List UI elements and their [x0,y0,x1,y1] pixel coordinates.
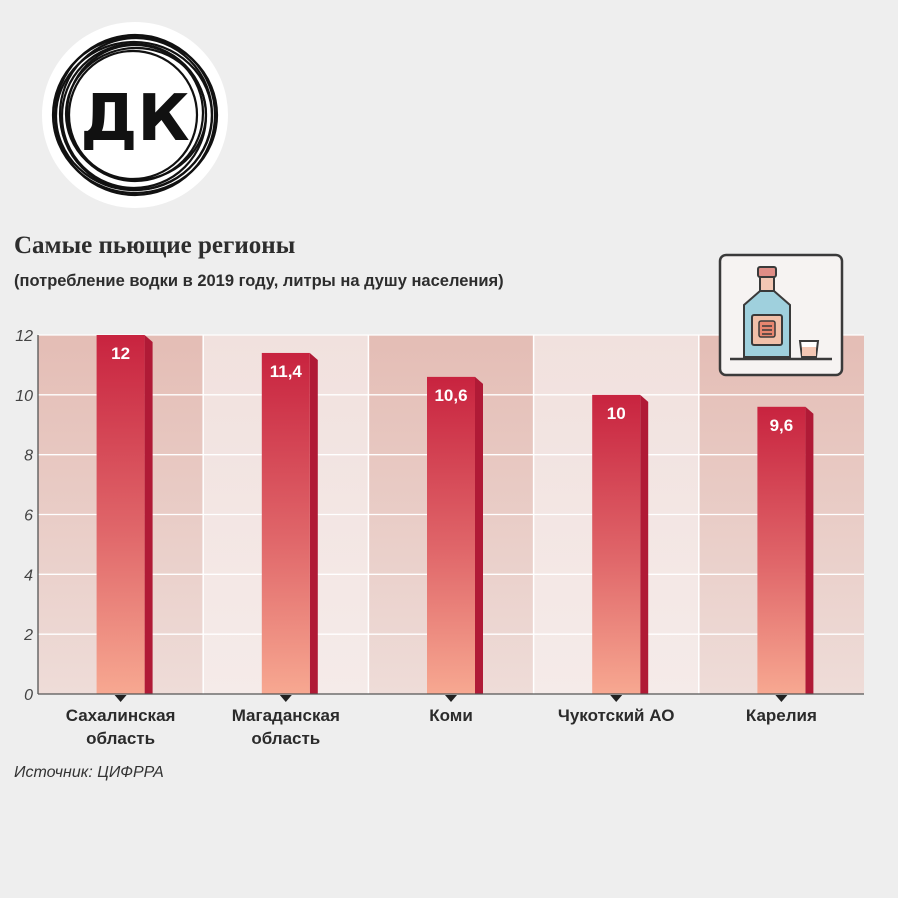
x-axis: Сахалинская область Магаданская область Коми… [38,693,864,748]
bar-side [475,376,483,694]
bar-value-label: 10,6 [434,386,467,405]
bar-value-label: 9,6 [770,416,794,435]
bar-value-label: 10 [607,404,626,423]
bar [261,352,310,694]
y-tick-label: 2 [23,627,33,644]
y-tick-label: 0 [24,687,33,704]
bar-value-label: 11,4 [270,362,303,381]
logo: ДК [30,20,240,210]
x-tick-marker [775,695,788,702]
bar-side [144,335,153,694]
y-tick-label: 4 [24,567,33,584]
bar-value-label: 12 [111,344,130,363]
bar [96,335,145,694]
bar-side [640,394,649,694]
x-tick-marker [610,695,623,702]
x-category-label: Сахалинская [66,706,176,725]
y-tick-label: 10 [15,388,33,405]
y-tick-label: 6 [24,508,33,525]
chart-title: Самые пьющие регионы [14,232,296,259]
x-category-label: область [86,729,155,748]
y-tick-label: 12 [15,328,33,345]
source-note: Источник: ЦИФРРА [14,764,164,781]
bar [592,394,641,694]
bar [427,376,475,694]
vodka-bottle-and-glass-icon [718,253,844,377]
x-category-label: область [251,729,320,748]
y-tick-label: 8 [24,448,33,465]
x-category-label: Магаданская [232,706,340,725]
logo-badge: ДК [42,22,228,208]
x-tick-marker [279,695,292,702]
x-category-label: Коми [429,706,473,725]
chart-subtitle: (потребление водки в 2019 году, литры на… [14,272,504,290]
bar-side [309,352,318,694]
bars: 12 11,4 10,6 10 9,6 [96,335,814,694]
x-tick-marker [445,695,457,702]
y-axis: 0 2 4 6 8 10 12 [15,328,39,704]
x-category-label: Чукотский АО [558,706,675,725]
x-category-label: Карелия [746,706,817,725]
bar [757,406,806,694]
bar-side [805,406,814,694]
logo-text: ДК [80,82,189,156]
x-tick-marker [114,695,127,702]
